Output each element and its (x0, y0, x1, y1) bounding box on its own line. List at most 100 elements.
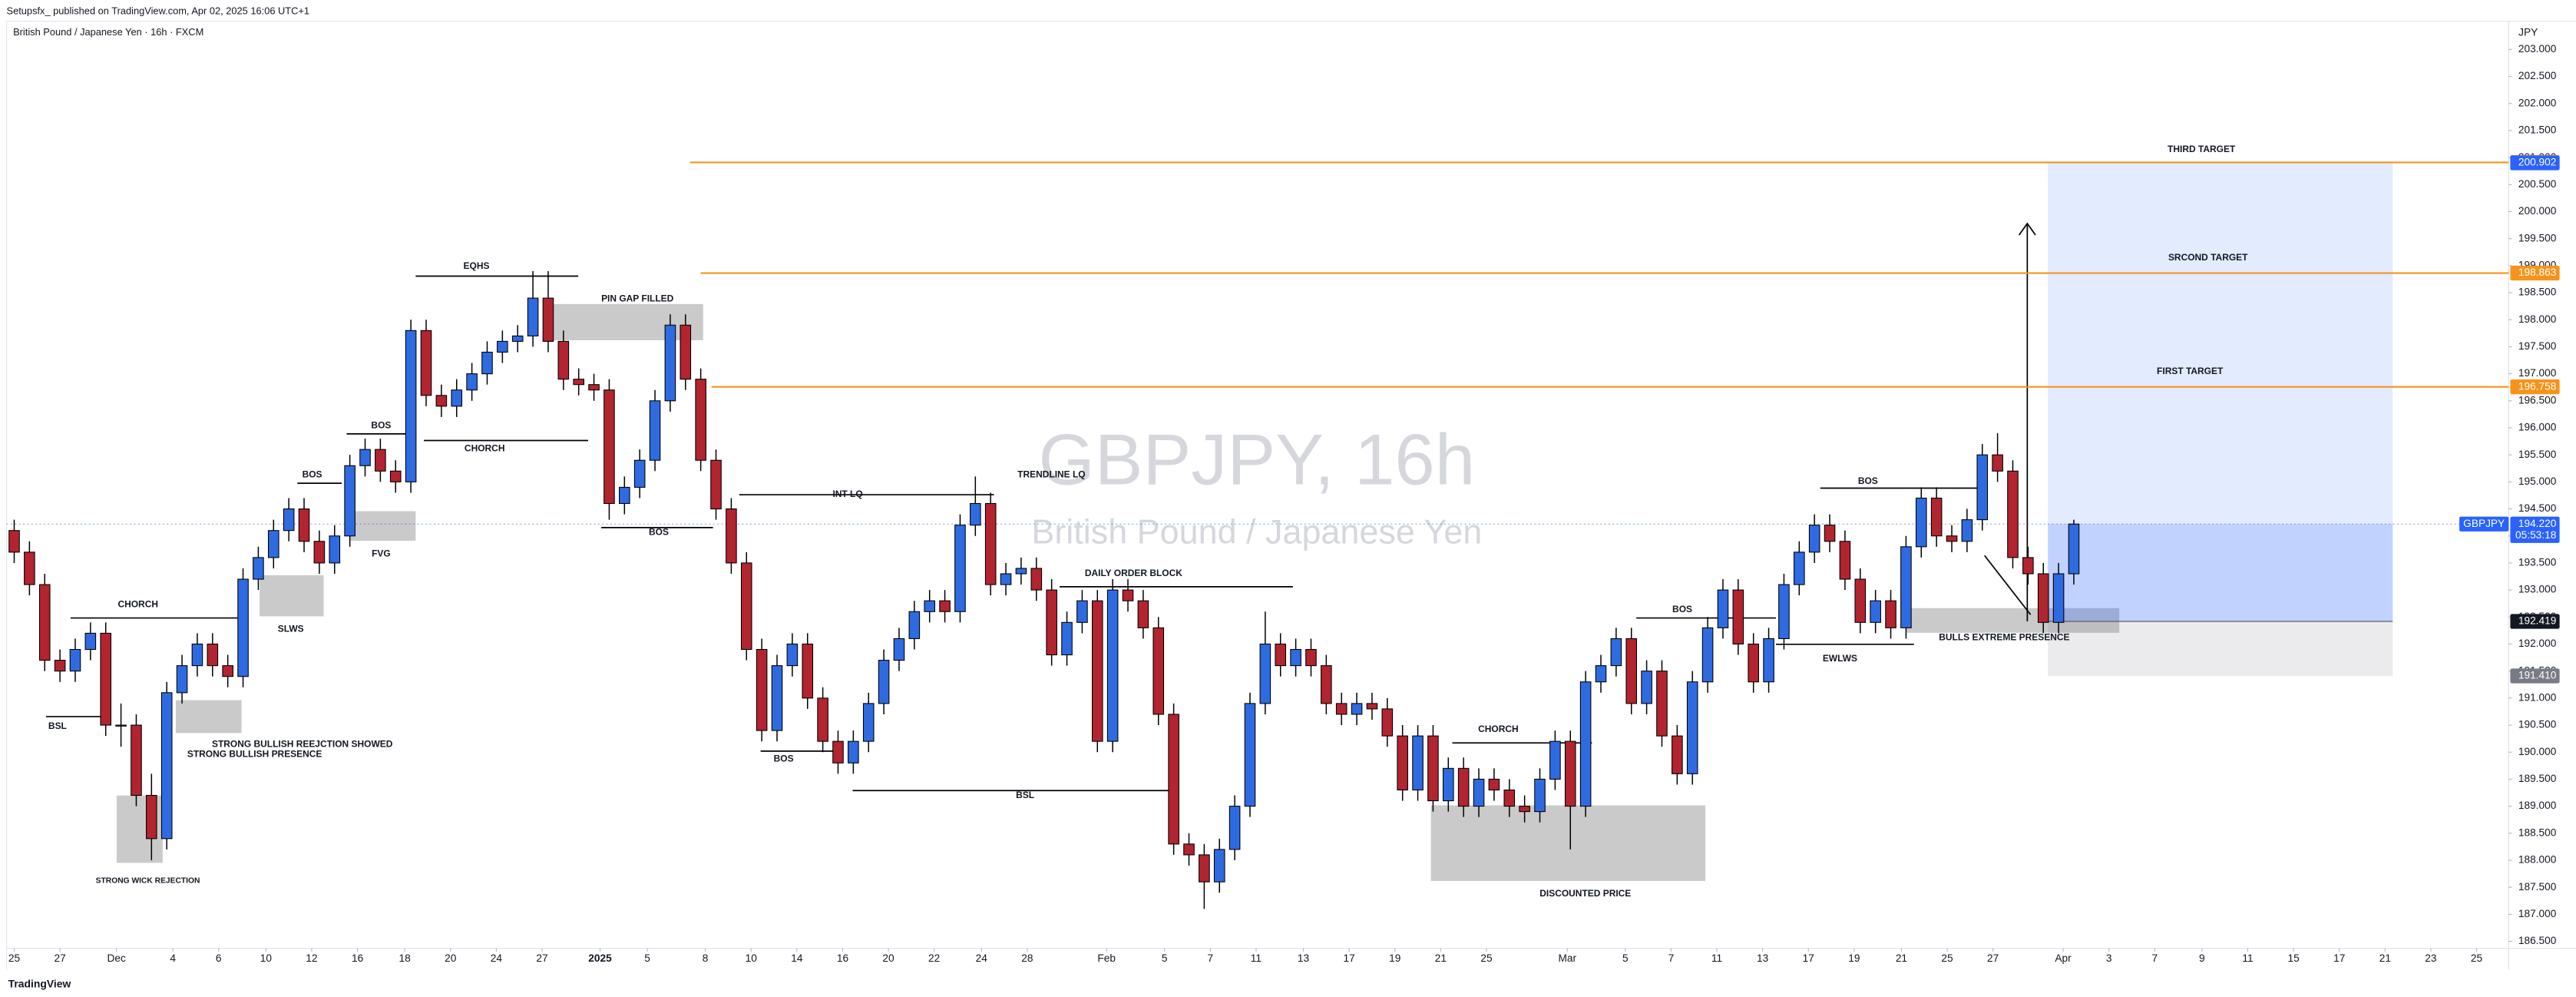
candle-body (1794, 551, 1805, 585)
candle-body (1854, 578, 1867, 623)
x-tick-label: 7 (1208, 952, 1214, 964)
candle-body (359, 449, 371, 466)
x-tick-label: 5 (644, 952, 650, 964)
candle-body (1701, 627, 1714, 683)
annotation: BSL (48, 720, 67, 731)
candle-body (1717, 589, 1729, 628)
x-tick-label: Dec (107, 952, 125, 964)
x-tick-label: 7 (2151, 952, 2158, 964)
candle-body (633, 459, 646, 488)
x-tick-label: 4 (170, 952, 176, 964)
candle-body (1488, 778, 1500, 791)
y-tick-label: 200.500 (2518, 178, 2557, 190)
candle-body (1152, 627, 1165, 715)
x-tick-label: 20 (445, 952, 457, 964)
candle-body (1610, 638, 1622, 667)
candle-body (1106, 589, 1119, 742)
candle-body (420, 330, 432, 396)
annotation: BOS (774, 754, 794, 764)
candle-body (1443, 767, 1454, 802)
x-tick-label: 16 (837, 952, 849, 964)
candle-body (1137, 600, 1149, 628)
x-tick-label: 11 (1251, 952, 1262, 964)
candle-body (1076, 600, 1088, 623)
x-tick-label: 13 (1298, 952, 1310, 964)
x-tick-label: 25 (1941, 952, 1953, 964)
entry-price-label: 192.419 (2518, 615, 2556, 627)
candle-body (1870, 600, 1881, 623)
target-price-label: 200.902 (2518, 157, 2556, 168)
candles-layer (8, 270, 2080, 909)
x-tick-label: 5 (1622, 952, 1629, 964)
y-tick-label: 189.500 (2518, 773, 2557, 784)
annotation: STRONG BULLISH PRESENCE (187, 748, 322, 759)
candle-body (160, 692, 173, 840)
watermark-subtitle: British Pound / Japanese Yen (1031, 512, 1482, 551)
candle-body (1183, 843, 1195, 856)
y-tick-label: 187.000 (2518, 908, 2557, 919)
x-tick-label: 24 (491, 952, 503, 964)
candle-body (573, 379, 584, 386)
candle-body (222, 665, 233, 677)
candle-body (1595, 665, 1607, 683)
entry-price-label-box (2510, 614, 2560, 629)
annotation: BULLS EXTREME PRESENCE (1939, 631, 2069, 642)
candle-body (237, 578, 249, 677)
candle-body (1625, 638, 1638, 704)
x-tick-label: 22 (928, 952, 940, 964)
countdown-label: 05:53:18 (2515, 529, 2557, 541)
x-tick-label: 11 (1711, 952, 1722, 964)
y-tick-label: 198.000 (2518, 313, 2557, 325)
candle-body (802, 643, 814, 699)
x-tick-label: Mar (1558, 952, 1576, 964)
arrow-head (2018, 222, 2036, 236)
candle-body (1381, 708, 1394, 737)
symbol-tag: GBPJPY (2463, 518, 2505, 529)
candle-body (451, 389, 463, 407)
candle-body (1061, 621, 1073, 656)
candle-body (2037, 573, 2049, 623)
candle-body (253, 557, 264, 580)
y-tick-label: 201.500 (2518, 124, 2557, 136)
y-tick-label: 186.500 (2518, 935, 2557, 946)
last-price-box (2510, 516, 2560, 543)
drawings (45, 222, 2036, 792)
x-tick-label: 9 (2199, 952, 2205, 964)
x-tick-label: Apr (2055, 952, 2072, 964)
footer-logo: TradingView (8, 977, 71, 989)
candle-body (298, 508, 310, 542)
x-tick-label: 13 (1757, 952, 1769, 964)
candle-body (649, 400, 661, 461)
candle-body (1412, 735, 1424, 791)
level-price-label-box (2510, 379, 2560, 395)
annotation: DAILY ORDER BLOCK (1085, 568, 1182, 578)
currency-label: JPY (2518, 26, 2538, 38)
stop-price-label-box (2510, 668, 2560, 684)
x-tick-label: 21 (1435, 952, 1447, 964)
y-tick-label: 190.500 (2518, 719, 2557, 730)
candle-body (1656, 671, 1668, 737)
candle-body (1976, 454, 1989, 521)
candle-body (481, 351, 493, 375)
candle-body (970, 502, 981, 526)
candle-body (1213, 849, 1225, 883)
y-tick-label: 197.500 (2518, 340, 2557, 352)
candle-body (1763, 638, 1774, 683)
candle-body (1839, 541, 1851, 580)
candle-body (984, 502, 997, 585)
candle-body (511, 335, 524, 342)
annotation: FVG (372, 548, 391, 558)
y-tick-label: 190.000 (2518, 746, 2557, 757)
candle-body (1641, 671, 1652, 704)
x-tick-label: 17 (1803, 952, 1814, 964)
attribution: Setupsfx_ published on TradingView.com, … (7, 5, 309, 16)
annotation: SRCOND TARGET (2168, 252, 2248, 263)
x-tick-label: 15 (2287, 952, 2300, 964)
x-tick-label: 27 (54, 952, 65, 964)
candle-body (8, 530, 20, 553)
candle-body (1427, 735, 1439, 802)
annotation: EQHS (464, 260, 490, 271)
candle-body (1228, 806, 1241, 850)
candle-body (84, 632, 97, 651)
